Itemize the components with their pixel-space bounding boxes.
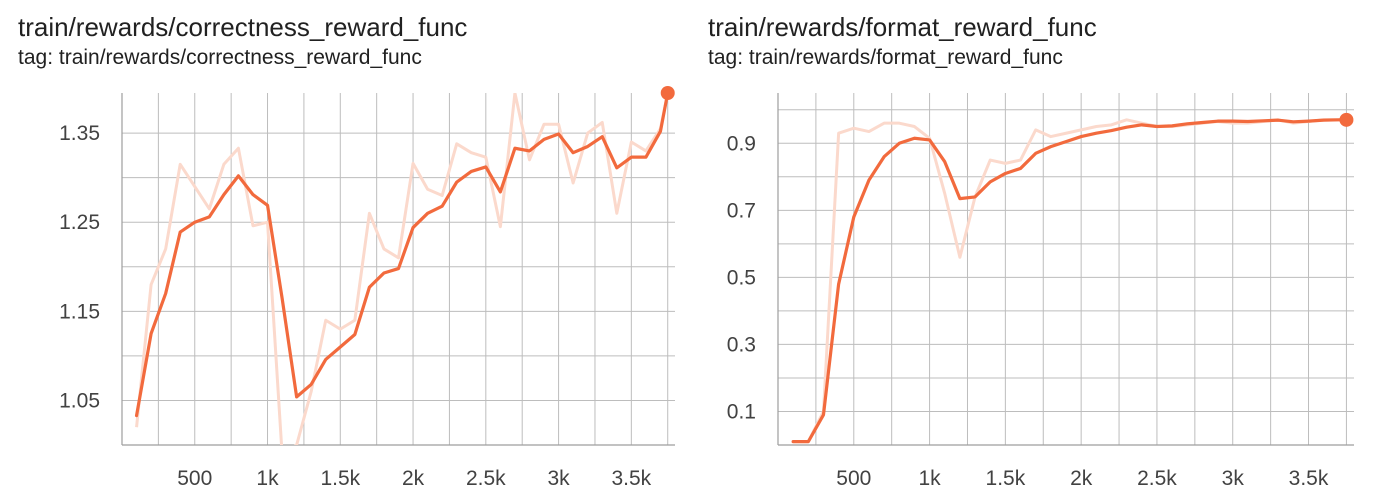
y-tick-label: 0.1 [727, 400, 756, 423]
x-tick-label: 500 [836, 467, 871, 490]
x-tick-label: 3k [1222, 467, 1245, 490]
y-tick-label: 0.9 [727, 132, 756, 155]
x-tick-label: 3k [547, 467, 570, 490]
last-point-marker[interactable] [1339, 112, 1354, 127]
y-tick-label: 0.3 [727, 333, 756, 356]
x-tick-label: 1.5k [986, 467, 1026, 490]
x-tick-label: 1k [256, 467, 279, 490]
y-tick-label: 1.15 [59, 300, 100, 323]
raw-series-line [135, 93, 670, 445]
chart-title: train/rewards/format_reward_func [708, 12, 1097, 42]
y-tick-label: 1.35 [59, 122, 100, 145]
chart-plot-correctness: 500 1k 1.5k 2k 2.5k 3k 3.5k 1.05 1.15 1.25 1.35 [59, 86, 675, 490]
smoothed-series-line [134, 91, 670, 418]
chart-panel-correctness: train/rewards/correctness_reward_func ta… [0, 0, 690, 501]
x-tick-label: 1.5k [320, 467, 360, 490]
chart-tag: tag: train/rewards/format_reward_func [708, 46, 1063, 69]
chart-panel-format: train/rewards/format_reward_func tag: tr… [690, 0, 1400, 501]
x-tick-label: 1k [918, 467, 941, 490]
smoothed-series-line [791, 118, 1349, 444]
chart-title: train/rewards/correctness_reward_func [18, 12, 468, 42]
last-point-marker[interactable] [660, 86, 675, 100]
x-tick-label: 3.5k [1289, 467, 1329, 490]
x-tick-label: 2k [402, 467, 425, 490]
y-tick-label: 1.05 [59, 389, 100, 412]
x-tick-label: 2.5k [1137, 467, 1177, 490]
chart-plot-format: 500 1k 1.5k 2k 2.5k 3k 3.5k 0.1 0.3 0.5 0.7 0.9 [727, 93, 1354, 490]
chart-tag: tag: train/rewards/correctness_reward_fu… [18, 46, 422, 69]
x-tick-label: 500 [177, 467, 212, 490]
x-tick-label: 3.5k [611, 467, 651, 490]
y-tick-label: 1.25 [59, 211, 100, 234]
x-tick-label: 2.5k [466, 467, 506, 490]
x-tick-label: 2k [1070, 467, 1093, 490]
y-tick-label: 0.7 [727, 199, 756, 222]
y-tick-label: 0.5 [727, 266, 756, 289]
